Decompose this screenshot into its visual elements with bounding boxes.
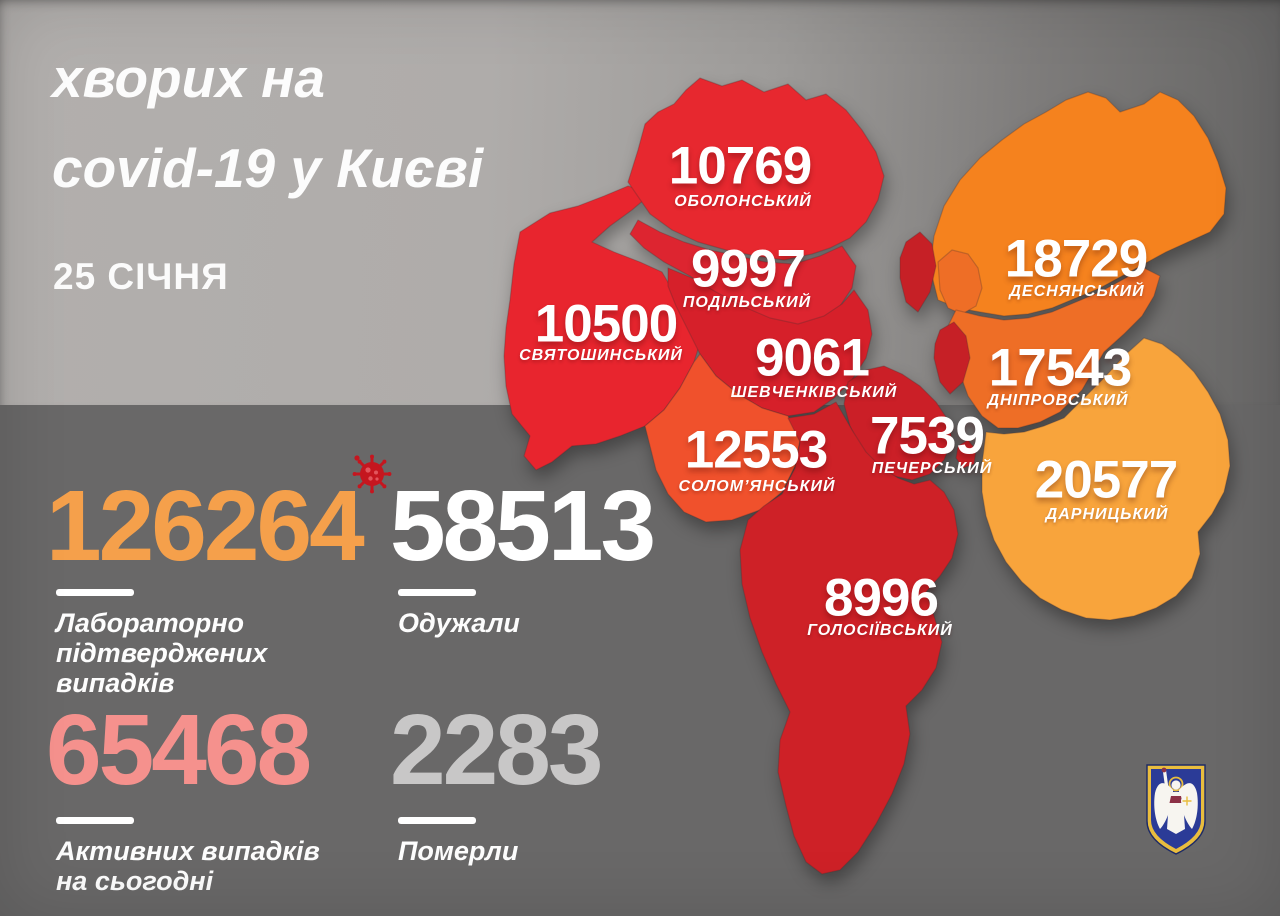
- district-shape-podilskyi[interactable]: [629, 219, 857, 327]
- recovered-underline: [398, 589, 476, 596]
- district-shape-shevchenkivskyi[interactable]: [667, 267, 873, 417]
- district-sviatoshynskyi-value: 10500: [534, 294, 678, 354]
- district-podilskyi-label: ПОДІЛЬСЬКИЙ: [682, 294, 812, 311]
- active-underline: [56, 817, 134, 824]
- district-shevchenkivskyi-value: 9061: [755, 328, 870, 388]
- confirmed-cases-label: Лабораторно підтверджених випадків: [56, 608, 268, 698]
- kyiv-coat-of-arms: [1146, 764, 1206, 855]
- page-title-line1: хворих на: [52, 47, 325, 109]
- district-obolonskyi-value: 10769: [668, 136, 812, 196]
- district-pecherskyi-label: ПЕЧЕРСЬКИЙ: [871, 460, 993, 477]
- district-pecherskyi-value: 7539: [870, 406, 985, 466]
- river-island-shape: [933, 321, 971, 395]
- district-solomianskyi-value: 12553: [684, 420, 828, 480]
- district-desnianskyi-label: ДЕСНЯНСЬКИЙ: [1009, 283, 1145, 300]
- district-obolonskyi-label: ОБОЛОНСЬКИЙ: [674, 193, 812, 210]
- river-island-shape: [955, 439, 977, 469]
- district-dniprovskyi-value: 17543: [988, 338, 1132, 398]
- confirmed-cases-value: 126264: [46, 470, 365, 582]
- district-shape-obolonskyi[interactable]: [627, 77, 885, 261]
- district-holosiivskyi-label: ГОЛОСІЇВСЬКИЙ: [807, 622, 953, 639]
- district-shape-holosiivskyi[interactable]: [739, 401, 959, 875]
- confirmed-underline: [56, 589, 134, 596]
- district-sviatoshynskyi-label: СВЯТОШИНСЬКИЙ: [519, 347, 683, 364]
- virus-icon: [352, 454, 392, 494]
- district-desnianskyi-value: 18729: [1004, 229, 1148, 289]
- district-shape-darnytskyi[interactable]: [981, 337, 1231, 621]
- district-shape-solomianskyi[interactable]: [644, 353, 801, 523]
- district-shape-desnianskyi[interactable]: [929, 91, 1227, 317]
- district-shape-dniprovskyi-lobe[interactable]: [937, 249, 983, 315]
- recovered-value: 58513: [390, 470, 656, 582]
- district-solomianskyi-label: СОЛОМ’ЯНСЬКИЙ: [678, 478, 836, 495]
- deaths-value: 2283: [390, 694, 603, 806]
- deaths-underline: [398, 817, 476, 824]
- river-island-shape: [899, 231, 937, 313]
- district-darnytskyi-value: 20577: [1034, 450, 1178, 510]
- district-podilskyi-value: 9997: [691, 239, 806, 299]
- recovered-label: Одужали: [398, 608, 520, 638]
- district-darnytskyi-label: ДАРНИЦЬКИЙ: [1045, 506, 1169, 523]
- date-label: 25 СІЧНЯ: [53, 256, 229, 297]
- district-holosiivskyi-value: 8996: [824, 568, 939, 628]
- active-cases-value: 65468: [46, 694, 312, 806]
- district-dniprovskyi-label: ДНІПРОВСЬКИЙ: [987, 392, 1129, 409]
- page-title-line2: covid-19 у Києві: [52, 137, 484, 199]
- archangel-figure: [1154, 767, 1198, 834]
- active-cases-label: Активних випадків на сьогодні: [56, 836, 320, 896]
- deaths-label: Померли: [398, 836, 519, 866]
- district-shevchenkivskyi-label: ШЕВЧЕНКІВСЬКИЙ: [730, 384, 898, 401]
- district-shape-dniprovskyi[interactable]: [947, 267, 1161, 429]
